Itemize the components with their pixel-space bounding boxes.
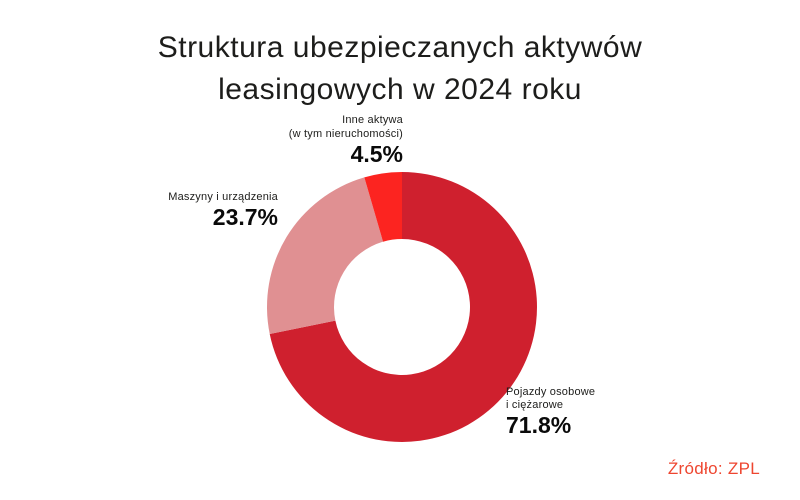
source-credit: Źródło: ZPL	[667, 459, 760, 478]
label-pojazdy-line2: i ciężarowe	[506, 399, 564, 411]
donut-segment-0	[269, 172, 538, 442]
chart-title: Struktura ubezpieczanych aktywów leasing…	[0, 27, 800, 111]
label-inne-aktywa-line2: (w tym nieruchomości)	[288, 128, 403, 140]
chart-title-line1: Struktura ubezpieczanych aktywów	[157, 31, 643, 64]
value-pojazdy: 71.8%	[506, 412, 572, 438]
value-maszyny-urzadzenia: 23.7%	[212, 204, 278, 230]
label-pojazdy: Pojazdy osobowe i ciężarowe 71.8%	[506, 386, 595, 438]
label-pojazdy-line1: Pojazdy osobowe	[506, 386, 596, 398]
label-inne-aktywa: Inne aktywa (w tym nieruchomości) 4.5%	[289, 113, 403, 167]
chart-title-line2: leasingowych w 2024 roku	[218, 73, 582, 106]
value-inne-aktywa: 4.5%	[350, 141, 403, 167]
donut-segment-1	[267, 177, 384, 334]
label-inne-aktywa-line1: Inne aktywa	[342, 114, 403, 126]
label-maszyny-urzadzenia-line1: Maszyny i urządzenia	[168, 191, 278, 203]
label-maszyny-urzadzenia: Maszyny i urządzenia 23.7%	[168, 190, 278, 230]
donut-segment-2	[364, 172, 402, 242]
